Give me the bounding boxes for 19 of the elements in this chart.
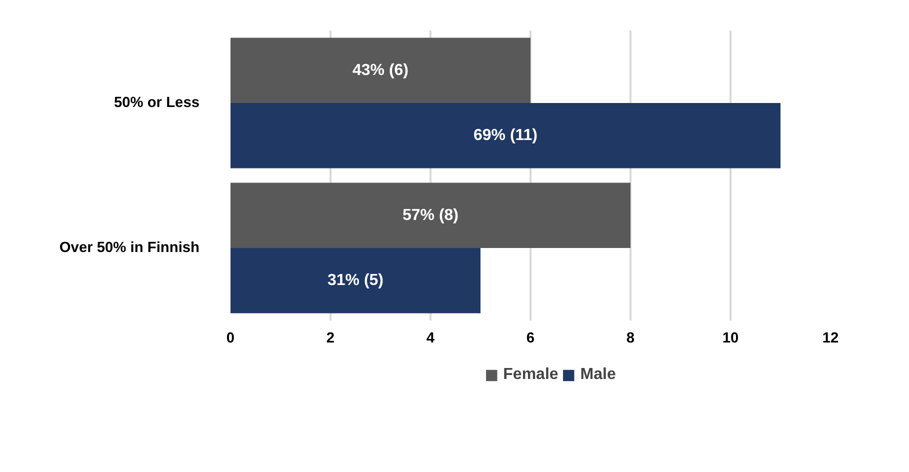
x-tick-label: 6 xyxy=(526,330,535,346)
bar xyxy=(230,182,630,248)
x-tick-label: 10 xyxy=(722,330,739,346)
x-tick-label: 4 xyxy=(426,330,436,346)
x-tick-label: 0 xyxy=(226,330,235,346)
legend-label: Female xyxy=(503,366,558,384)
data-label: 31% (5) xyxy=(327,272,384,290)
legend-label: Male xyxy=(580,366,616,384)
x-tick-label: 2 xyxy=(326,330,335,346)
data-label: 57% (8) xyxy=(402,206,459,224)
y-tick-label: 50% or Less xyxy=(114,95,200,111)
bar xyxy=(230,248,480,314)
data-label: 69% (11) xyxy=(473,127,538,144)
bar xyxy=(230,38,530,103)
x-tick-label: 12 xyxy=(822,330,839,346)
data-label: 43% (6) xyxy=(352,62,409,79)
x-tick-label: 8 xyxy=(626,330,635,346)
bar xyxy=(230,103,780,168)
y-tick-label: Over 50% in Finnish xyxy=(59,240,200,256)
